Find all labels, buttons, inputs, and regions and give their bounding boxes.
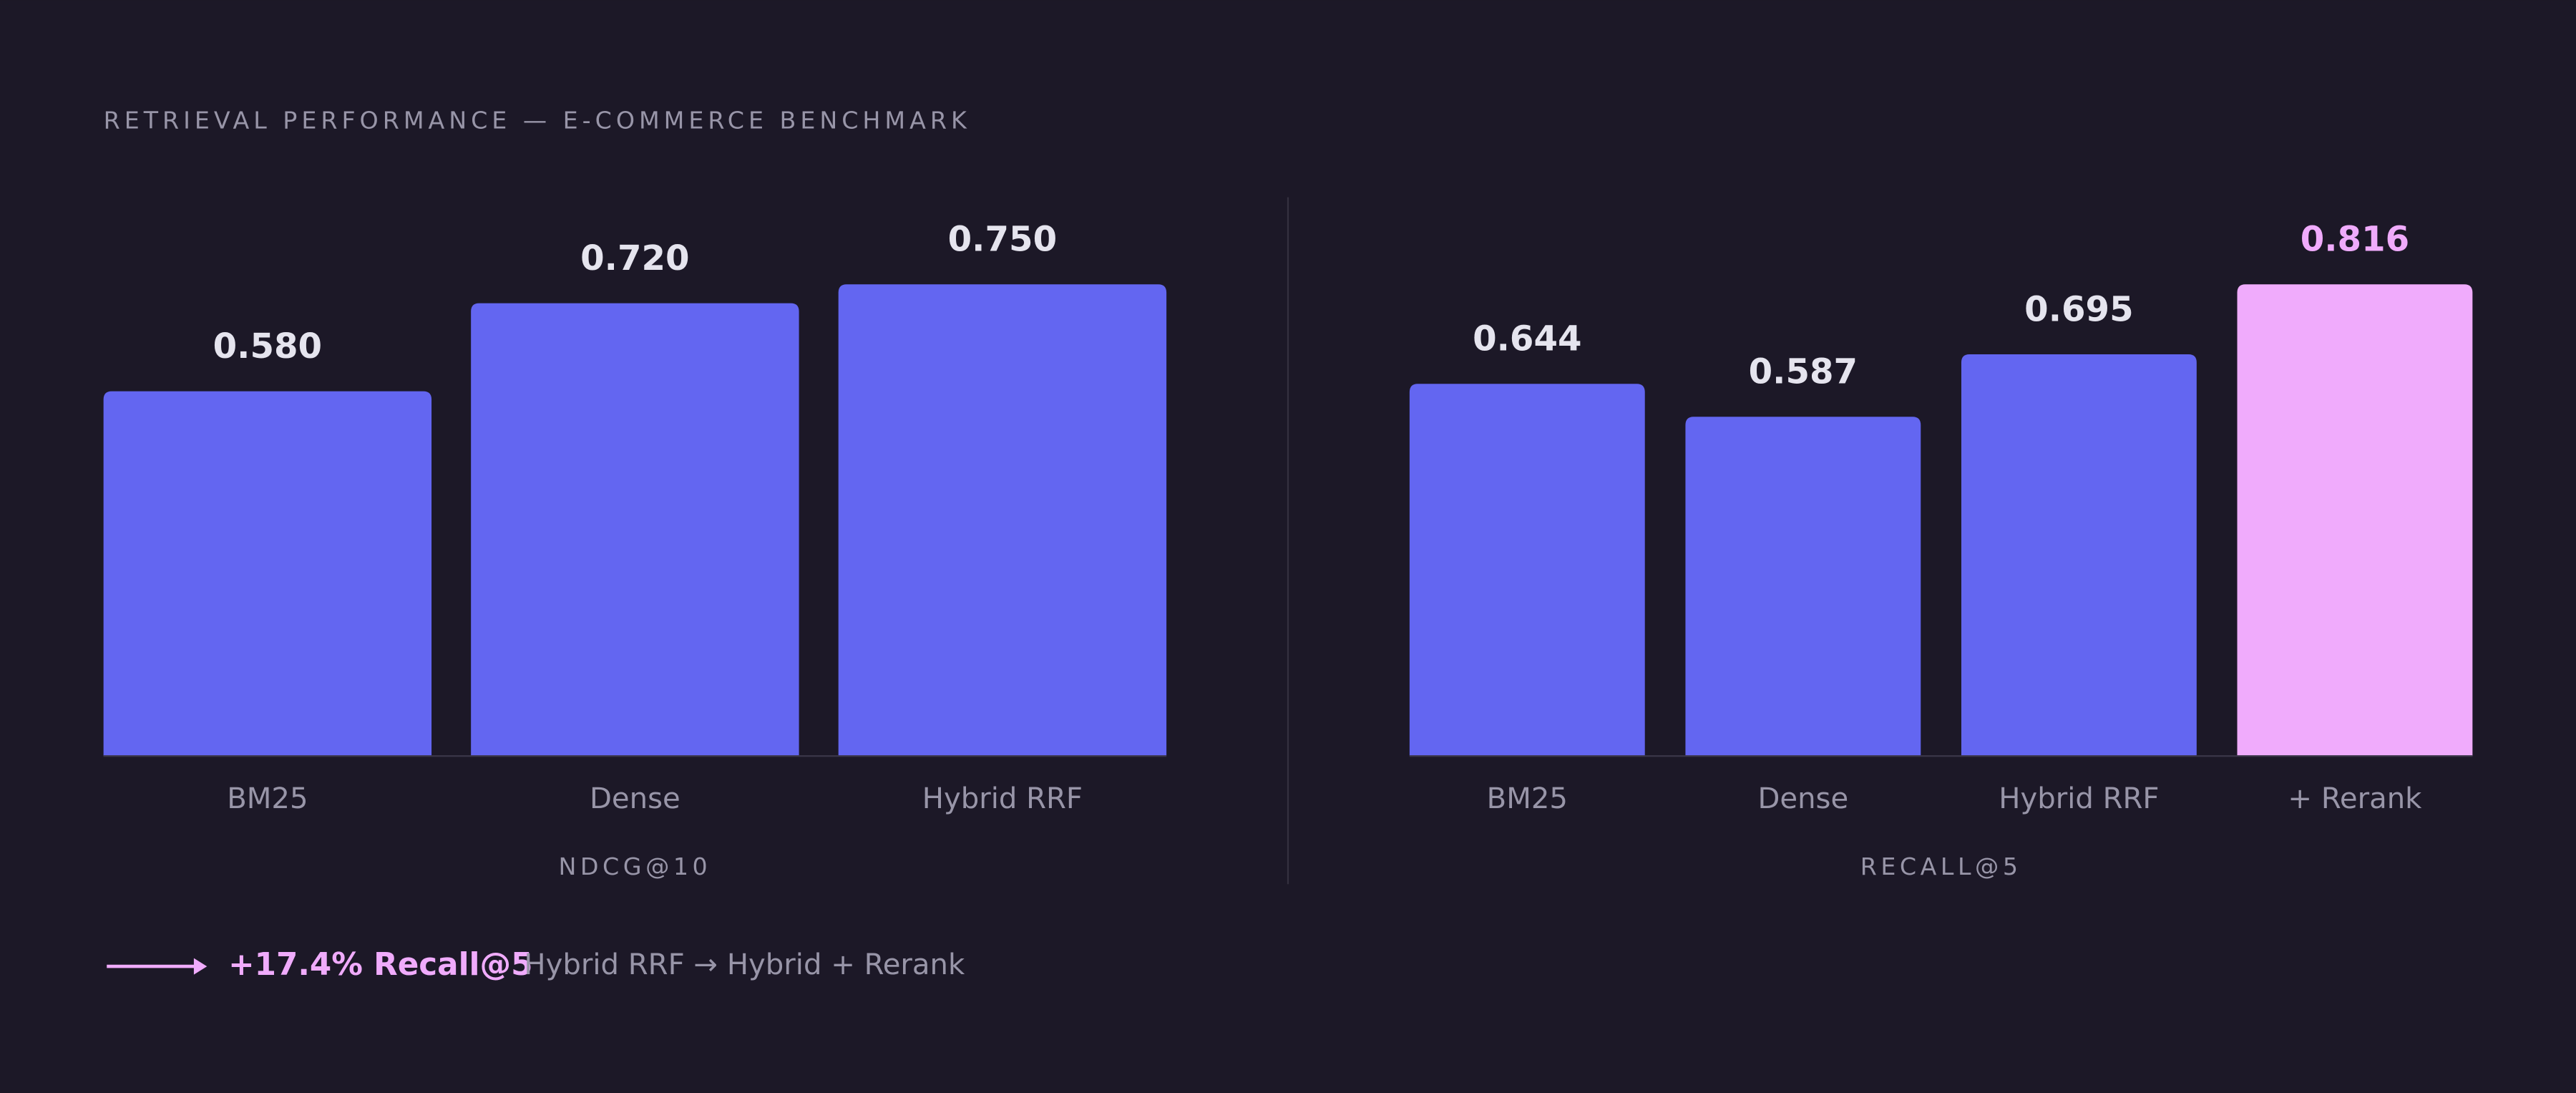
x-tick-label: Hybrid RRF [922,782,1083,815]
bar [1409,384,1645,757]
value-label: 0.580 [213,326,322,366]
bar [2237,284,2473,757]
footer-note: Hybrid RRF → Hybrid + Rerank [524,948,965,981]
value-label: 0.587 [1749,352,1858,392]
bar [1685,417,1921,757]
bar [103,391,432,757]
value-label: 0.644 [1473,319,1581,359]
bar [1961,354,2197,757]
x-tick-label: Dense [590,782,680,815]
x-tick-label: BM25 [227,782,308,815]
x-axis-title: RECALL@5 [1860,852,2022,880]
x-tick-label: BM25 [1487,782,1568,815]
value-label: 0.695 [2024,289,2133,329]
bar [471,303,799,757]
footer-highlight: +17.4% Recall@5 [228,947,532,983]
arrow-head [193,958,208,975]
value-label: 0.816 [2301,220,2409,260]
x-tick-label: Hybrid RRF [1999,782,2159,815]
x-tick-label: + Rerank [2288,782,2422,815]
value-label: 0.750 [948,220,1057,260]
bar [838,284,1167,757]
value-label: 0.720 [580,238,689,278]
title: RETRIEVAL PERFORMANCE — E-COMMERCE BENCH… [104,107,971,135]
x-tick-label: Dense [1757,782,1848,815]
x-axis-title: NDCG@10 [558,852,711,880]
